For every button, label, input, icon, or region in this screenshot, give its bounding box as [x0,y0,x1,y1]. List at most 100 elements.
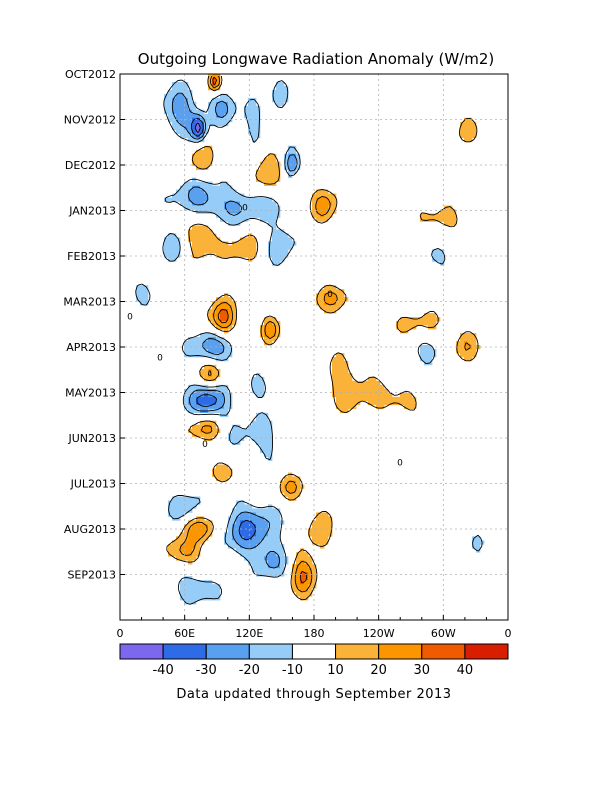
anomaly-cell [304,568,309,573]
anomaly-cell [232,189,237,194]
anomaly-cell [244,540,249,545]
anomaly-cell [332,201,337,206]
anomaly-cell [248,432,253,438]
anomaly-cell [176,193,181,198]
anomaly-cell [224,352,229,358]
anomaly-cell [204,524,209,529]
anomaly-cell [284,492,289,497]
anomaly-cell [280,249,285,254]
anomaly-cell [252,237,257,242]
anomaly-cell [368,392,373,398]
anomaly-cell [288,480,293,485]
anomaly-cell [276,205,281,210]
anomaly-cell [180,504,185,509]
anomaly-cell [172,552,177,557]
anomaly-cell [184,133,189,139]
anomaly-cell [228,536,233,541]
anomaly-cell [216,341,221,346]
anomaly-cell [212,400,217,406]
anomaly-cell [268,428,273,434]
anomaly-cell [180,496,185,501]
anomaly-cell [216,584,221,589]
anomaly-cell [248,520,253,525]
x-tick-label: 120E [235,627,263,640]
anomaly-cell [212,348,217,354]
anomaly-cell [200,197,205,202]
anomaly-cell [180,532,185,537]
anomaly-cell [228,532,233,537]
anomaly-cell [328,193,333,198]
anomaly-cell [252,516,257,521]
anomaly-cell [364,380,369,386]
anomaly-cell [232,432,237,438]
anomaly-cell [424,317,429,322]
anomaly-cell [204,364,209,370]
anomaly-cell [212,376,217,382]
anomaly-cell [232,309,237,314]
anomaly-cell [176,101,181,107]
anomaly-cell [272,337,277,342]
anomaly-cell [424,213,429,218]
anomaly-cell [432,213,437,218]
anomaly-cell [296,484,301,489]
anomaly-cell [248,241,253,246]
anomaly-cell [236,436,241,442]
anomaly-cell [240,516,245,521]
anomaly-cell [280,93,285,99]
anomaly-cell [280,544,285,549]
anomaly-cell [344,360,349,366]
anomaly-cell [176,508,181,513]
anomaly-cell [268,209,273,214]
anomaly-cell [280,564,285,569]
anomaly-cell [136,289,141,294]
anomaly-cell [208,376,213,382]
anomaly-cell [472,341,477,346]
anomaly-cell [176,512,181,517]
anomaly-cell [420,356,425,362]
anomaly-cell [224,109,229,115]
anomaly-cell [368,376,373,382]
anomaly-cell [180,129,185,135]
anomaly-cell [264,440,269,445]
anomaly-cell [344,384,349,390]
anomaly-cell [332,356,337,362]
anomaly-cell [180,113,185,119]
anomaly-cell [244,556,249,561]
anomaly-cell [260,532,265,537]
anomaly-cell [272,572,277,577]
anomaly-cell [320,528,325,533]
anomaly-cell [276,253,281,258]
anomaly-cell [212,321,217,326]
anomaly-cell [432,313,437,318]
anomaly-cell [196,237,201,242]
anomaly-cell [188,536,193,541]
anomaly-cell [264,428,269,434]
anomaly-cell [196,424,201,430]
anomaly-cell [220,345,225,350]
anomaly-cell [200,153,205,159]
anomaly-cell [288,484,293,489]
anomaly-cell [172,117,177,123]
anomaly-cell [168,512,173,517]
anomaly-cell [168,93,173,99]
anomaly-cell [196,149,201,155]
anomaly-cell [216,404,221,410]
anomaly-cell [260,572,265,577]
anomaly-cell [140,285,145,290]
anomaly-cell [252,432,257,438]
anomaly-cell [224,297,229,302]
anomaly-cell [436,213,441,218]
anomaly-cell [336,400,341,406]
anomaly-cell [224,241,229,246]
anomaly-cell [212,97,217,103]
anomaly-cell [172,500,177,505]
anomaly-cell [224,181,229,186]
anomaly-cell [212,201,217,206]
anomaly-cell [228,301,233,306]
anomaly-cell [272,520,277,525]
anomaly-cell [272,225,277,230]
contour-label: 0 [327,290,333,300]
anomaly-cell [264,540,269,545]
anomaly-cell [220,105,225,111]
anomaly-cell [268,544,273,549]
